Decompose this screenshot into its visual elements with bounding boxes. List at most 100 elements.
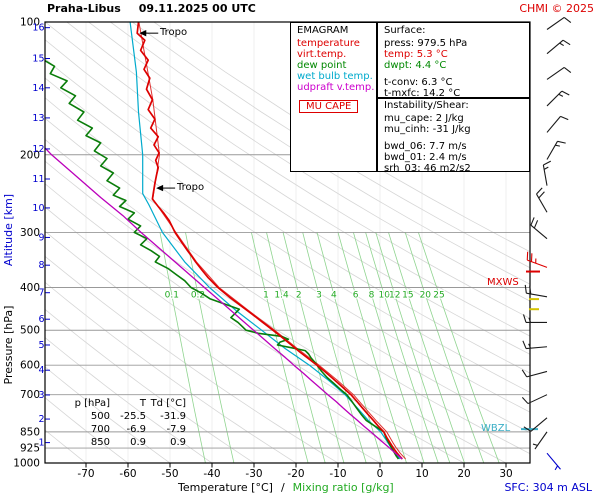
mixing-ratio-label: 12	[389, 291, 400, 301]
altitude-tick-label: 12	[32, 144, 44, 155]
wind-barb-staff	[546, 39, 564, 55]
dry-adiabat	[110, 22, 530, 285]
wind-barb-staff	[546, 90, 563, 107]
x-axis-separator: /	[280, 481, 285, 494]
level-table-row-cell: 850	[90, 437, 110, 448]
altitude-tick-label: 16	[32, 23, 44, 34]
curve-udpraftvtemp	[45, 147, 403, 460]
tropopause-label-upper: Tropo	[160, 27, 188, 38]
max-wind-label: MXWS	[487, 277, 519, 288]
wind-barb-feather	[530, 217, 535, 226]
level-table: p [hPa] T Td [°C] 500 -25.5 -31.9 700 -6.9 -7.9 8…	[70, 397, 186, 449]
mixing-ratio-line	[185, 232, 235, 463]
dry-adiabat	[45, 57, 530, 374]
legend-item-virttemp: virt.temp.	[297, 49, 347, 60]
wind-barb-feather	[560, 115, 569, 121]
wind-barb	[530, 217, 548, 240]
altitude-tick-label: 6	[38, 314, 44, 325]
x-axis-title: Temperature [°C] / Mixing ratio [g/kg]	[178, 481, 394, 494]
wind-barb-staff	[546, 66, 565, 80]
mu-cape-badge: MU CAPE	[299, 100, 359, 113]
legend-item-dewpoint: dew point	[297, 60, 347, 71]
wind-barb	[523, 417, 548, 432]
instability-panel-title: Instability/Shear:	[384, 100, 469, 111]
wind-barb-feather	[521, 396, 529, 404]
pressure-tick-label: 600	[20, 360, 40, 372]
wind-barb	[546, 140, 566, 160]
dry-adiabat	[45, 22, 530, 337]
x-axis-mixing-label: Mixing ratio [g/kg]	[292, 481, 394, 494]
wind-barb	[546, 452, 561, 471]
mixing-ratio-line	[266, 232, 326, 463]
instability-row: srh_03: 46 m2/s2	[384, 163, 471, 172]
pressure-tick-label: 1000	[13, 458, 40, 470]
temp-tick-label: -10	[329, 468, 346, 480]
legend-item-udpraftvtemp: udpraft v.temp.	[297, 82, 375, 93]
surface-row: t-conv: 6.3 °C	[384, 77, 453, 88]
instability-row: bwd_01: 2.4 m/s	[384, 152, 467, 163]
level-table-row-cell: 0.9	[130, 437, 146, 448]
y-axis-title-pressure: Pressure [hPa]	[2, 305, 15, 385]
temp-tick-label: -20	[287, 468, 304, 480]
level-table-row-cell: -25.5	[120, 411, 146, 422]
wind-barb	[526, 251, 548, 268]
mixing-ratio-label: 1.4	[274, 291, 289, 301]
wind-barb-feather	[522, 340, 527, 349]
wind-barb-half-feather	[543, 166, 549, 170]
sounding-datetime: 09.11.2025 00 UTC	[138, 2, 256, 15]
surface-group: t-conv: 6.3 °C t-mxfc: 14.2 °C	[384, 77, 529, 97]
wind-barb	[522, 314, 547, 323]
altitude-tick-label: 14	[32, 83, 44, 94]
tropopause-label-lower: Tropo	[177, 182, 205, 193]
legend-title: EMAGRAM	[297, 25, 349, 36]
dry-adiabat	[153, 22, 530, 253]
instability-group: bwd_06: 7.7 m/s bwd_01: 2.4 m/s srh_03: 46…	[384, 141, 529, 172]
wind-barb	[522, 340, 548, 350]
level-table-row-cell: 700	[90, 424, 110, 435]
wind-barb-feather	[561, 90, 570, 96]
station-elevation: SFC: 304 m ASL	[504, 481, 592, 494]
pressure-tick-label: 925	[20, 443, 40, 455]
mixing-ratio-line	[159, 232, 206, 463]
surface-panel: Surface: press: 979.5 hPa temp: 5.3 °C dwp…	[377, 22, 530, 98]
dry-adiabat	[88, 22, 530, 302]
level-table-row: 700 -6.9 -7.9	[70, 423, 186, 436]
wind-barb-feather	[529, 285, 532, 295]
pressure-tick-label: 400	[20, 282, 40, 294]
surface-row: temp: 5.3 °C	[384, 49, 448, 60]
pressure-tick-label: 700	[20, 389, 40, 401]
wet-bulb-zero-label: WBZL	[481, 423, 511, 434]
plot-border	[44, 21, 531, 464]
mixing-ratio-line	[282, 232, 345, 463]
altitude-tick-label: 4	[38, 365, 44, 376]
level-table-header-cell: Td [°C]	[150, 398, 186, 409]
wind-barb-feather	[536, 187, 543, 195]
wind-barb-half-feather	[532, 443, 538, 446]
level-table-header-cell: T	[139, 398, 146, 409]
wind-barb-staff	[546, 452, 561, 470]
wind-barb	[546, 17, 572, 30]
dry-adiabat	[45, 77, 530, 393]
wind-barb-feather	[538, 191, 545, 199]
instability-panel: Instability/Shear: mu_cape: 2 J/kg mu_cin…	[377, 98, 530, 172]
altitude-tick-label: 11	[32, 174, 44, 185]
wind-barb-staff	[542, 164, 548, 186]
mixing-ratio-line	[375, 232, 451, 463]
surface-row: press: 979.5 hPa	[384, 38, 468, 49]
header: Praha-Libus 09.11.2025 00 UTC	[47, 2, 256, 15]
temp-tick-label: 10	[415, 468, 428, 480]
temp-tick-label: -70	[77, 468, 94, 480]
altitude-tick-label: 15	[32, 54, 44, 65]
mixing-ratio-label: 4	[331, 291, 337, 301]
altitude-tick-label: 9	[38, 232, 44, 243]
mixing-ratio-label: 10	[378, 291, 390, 301]
wind-barb-staff	[527, 394, 548, 405]
wind-barb-half-feather	[559, 42, 564, 47]
altitude-tick-label: 5	[38, 340, 44, 351]
curve-wetbulbtemp	[129, 22, 401, 460]
altitude-tick-label: 1	[38, 438, 44, 449]
mixing-ratio-line	[388, 232, 465, 463]
wind-barb-feather	[563, 17, 572, 24]
tropo-arrow	[156, 184, 164, 192]
wind-barb-half-feather	[558, 93, 564, 97]
